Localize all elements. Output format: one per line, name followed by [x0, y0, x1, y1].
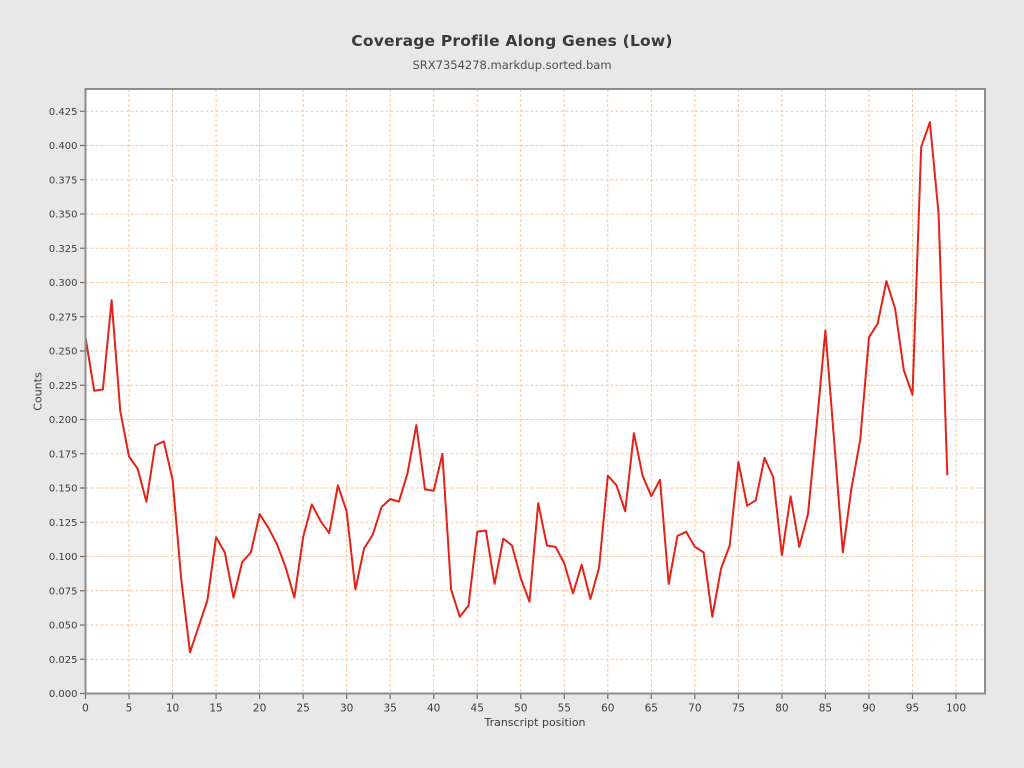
y-axis-label: Counts — [31, 372, 45, 411]
x-tick-label: 85 — [819, 703, 832, 715]
y-tick-label: 0.025 — [49, 655, 78, 666]
y-tick-label: 0.250 — [49, 347, 78, 358]
y-tick-label: 0.225 — [49, 381, 78, 392]
y-tick-label: 0.200 — [49, 415, 78, 426]
x-tick-label: 60 — [601, 703, 614, 715]
x-tick-label: 25 — [296, 703, 309, 715]
x-tick-label: 30 — [340, 703, 353, 715]
x-tick-label: 15 — [209, 703, 222, 715]
y-tick-label: 0.300 — [49, 278, 78, 289]
x-tick-label: 90 — [862, 703, 875, 715]
y-tick-label: 0.150 — [49, 484, 78, 495]
x-tick-label: 80 — [775, 703, 788, 715]
y-tick-label: 0.375 — [49, 175, 78, 186]
y-tick-label: 0.100 — [49, 552, 78, 563]
plot-area — [85, 89, 985, 694]
y-tick-label: 0.050 — [49, 621, 78, 632]
x-tick-label: 65 — [645, 703, 658, 715]
x-tick-label: 55 — [558, 703, 571, 715]
x-tick-label: 70 — [688, 703, 701, 715]
y-tick-label: 0.425 — [49, 107, 78, 118]
y-tick-label: 0.075 — [49, 586, 78, 597]
x-tick-label: 20 — [253, 703, 266, 715]
chart-subtitle: SRX7354278.markdup.sorted.bam — [412, 58, 612, 72]
x-tick-label: 40 — [427, 703, 440, 715]
y-tick-label: 0.400 — [49, 141, 78, 152]
x-axis-label: Transcript position — [484, 716, 586, 729]
x-tick-label: 35 — [383, 703, 396, 715]
y-tick-label: 0.325 — [49, 244, 78, 255]
x-tick-label: 0 — [82, 703, 89, 715]
x-tick-label: 100 — [946, 703, 966, 715]
y-tick-label: 0.350 — [49, 210, 78, 221]
y-tick-label: 0.275 — [49, 312, 78, 323]
coverage-line — [84, 121, 949, 654]
x-tick-label: 95 — [906, 703, 919, 715]
plot-frame — [84, 88, 986, 695]
x-tick-label: 10 — [166, 703, 179, 715]
chart-title: Coverage Profile Along Genes (Low) — [351, 32, 673, 50]
y-tick-label: 0.000 — [49, 689, 78, 700]
x-tick-label: 75 — [732, 703, 745, 715]
x-tick-label: 45 — [471, 703, 484, 715]
x-tick-label: 5 — [126, 703, 133, 715]
x-tick-label: 50 — [514, 703, 527, 715]
y-tick-label: 0.175 — [49, 449, 78, 460]
y-tick-label: 0.125 — [49, 518, 78, 529]
